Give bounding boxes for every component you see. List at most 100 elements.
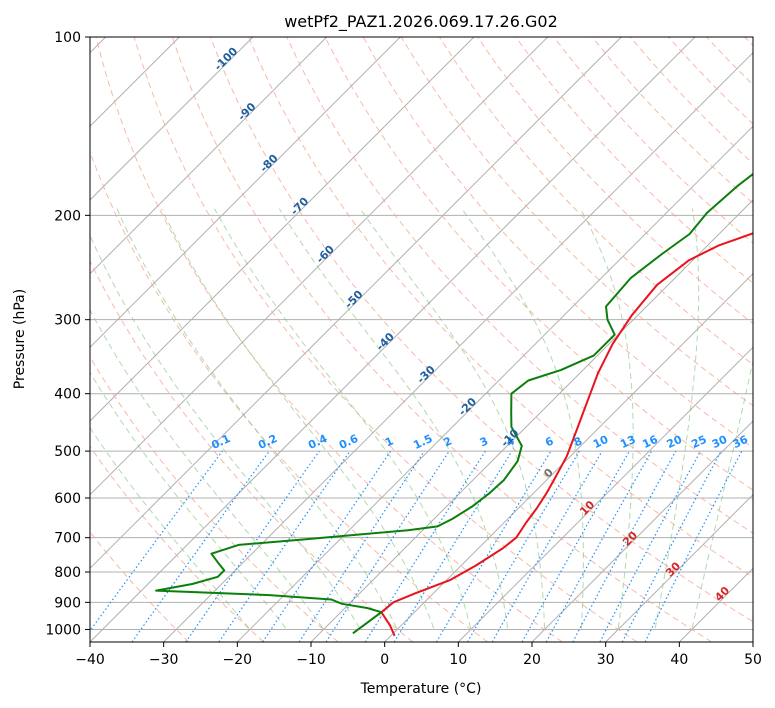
dry-adiabat-label: -90 [235, 100, 258, 123]
x-axis-label: Temperature (°C) [360, 681, 482, 697]
mixing-ratio-line [185, 450, 320, 642]
dry-adiabat [248, 37, 753, 578]
dry-adiabat-label: -50 [342, 288, 365, 311]
mixing-ratio-label: 10 [591, 433, 611, 451]
y-tick-label: 1000 [45, 622, 81, 638]
sounding-profiles [155, 172, 753, 637]
moist-adiabat [691, 358, 753, 629]
mixing-ratio-line [435, 450, 552, 642]
moist-adiabat [116, 208, 398, 629]
mixing-ratio-label: 3 [478, 434, 490, 449]
dry-adiabat [90, 531, 190, 642]
dry-adiabat [515, 37, 753, 284]
plot-frame [89, 36, 754, 643]
x-tick-label: 30 [597, 652, 615, 668]
moist-adiabat [90, 426, 250, 629]
dry-adiabat [324, 37, 753, 491]
mixing-ratio-line [644, 450, 743, 642]
dry-adiabat-label: -80 [257, 152, 280, 175]
x-tick-label: 0 [380, 652, 389, 668]
x-tick-label: 50 [744, 652, 762, 668]
dry-adiabat-label: -100 [212, 44, 241, 73]
y-axis-label: Pressure (hPa) [12, 289, 28, 389]
x-tick-label: −10 [296, 652, 326, 668]
x-tick-label: −30 [149, 652, 179, 668]
mixing-ratio-label: 13 [618, 433, 637, 451]
mixing-ratio-label: 16 [640, 433, 660, 451]
mixing-ratio-line [599, 450, 702, 642]
dry-adiabat-label: -30 [414, 363, 437, 386]
mixing-ratio-line [393, 450, 513, 642]
x-tick-label: −20 [223, 652, 253, 668]
moist-adiabat [214, 208, 472, 629]
dry-adiabat [744, 37, 753, 47]
isotherm [90, 37, 696, 642]
mixing-ratio-label: 1 [383, 434, 395, 449]
skewed-isotherms [90, 37, 753, 642]
y-tick-label: 500 [54, 444, 81, 460]
dry-adiabat [668, 37, 753, 125]
moist-adiabat [90, 308, 324, 629]
mixing-ratio-line [218, 450, 351, 642]
isotherm [752, 641, 753, 642]
mixing-ratio-label: 30 [710, 433, 730, 451]
mixing-ratio-line [521, 450, 631, 642]
x-tick-label: 20 [523, 652, 541, 668]
mixing-ratio-line [298, 450, 425, 642]
mixing-ratio-line [131, 450, 270, 642]
dry-adiabat-label: -40 [374, 330, 397, 353]
temperature-profile-line [380, 232, 753, 637]
moist-adiabat-label: 10 [577, 498, 597, 518]
isotherm [457, 346, 753, 642]
dry-adiabat [133, 37, 638, 642]
dry-adiabat-label: -60 [314, 242, 337, 265]
x-tick-label: 40 [670, 652, 688, 668]
moist-adiabat [90, 371, 287, 629]
isotherm [90, 37, 622, 570]
dry-adiabat [90, 445, 264, 642]
dry-adiabat [210, 37, 753, 623]
moist-adiabat [654, 208, 700, 629]
y-tick-label: 600 [54, 491, 81, 507]
background-line-labels: 0.1 0.2 0.4 0.6 1 1.5 2 3 4 6 8 10 13 16 20 25 30 36-100-… [209, 44, 750, 604]
x-axis-ticks: −40 −30 −20 −10 0 10 20 30 40 50 [75, 642, 762, 668]
x-tick-label: 10 [449, 652, 467, 668]
isotherm [236, 125, 753, 642]
dry-adiabat [90, 150, 488, 642]
dry-adiabat [591, 37, 753, 204]
moist-adiabat-label: 40 [712, 584, 732, 604]
isotherm [605, 493, 753, 642]
y-tick-label: 200 [54, 208, 81, 224]
mixing-ratio-label: 0.2 [256, 432, 279, 452]
isotherm [90, 37, 328, 275]
isotherm [531, 420, 753, 642]
mixing-ratio-label: 25 [689, 433, 708, 451]
mixing-ratio-line [262, 450, 392, 642]
moist-adiabat [461, 208, 584, 629]
plot-area: 0.1 0.2 0.4 0.6 1 1.5 2 3 4 6 8 10 13 16 20 25 30 36-100-… [90, 37, 753, 642]
y-tick-label: 900 [54, 595, 81, 611]
isotherm [384, 272, 753, 642]
mixing-ratio-label: 6 [543, 434, 556, 449]
isotherm [90, 37, 401, 349]
dry-adiabat [90, 356, 339, 642]
isotherm [90, 37, 254, 201]
mixing-ratio-lines [90, 450, 743, 642]
mixing-ratio-label: 36 [731, 433, 751, 451]
moist-adiabat [359, 208, 545, 629]
moist-adiabat [90, 234, 361, 629]
dry-adiabat-label: -10 [498, 426, 521, 449]
dry-adiabat [553, 37, 753, 244]
y-tick-label: 100 [54, 30, 81, 46]
x-tick-label: −40 [75, 652, 105, 668]
isotherm [90, 37, 549, 496]
y-axis-ticks: 100 200 300 400 500 600 700 800 900 1000 [45, 30, 90, 638]
moist-adiabat-label: 30 [663, 559, 683, 579]
dry-adiabat [286, 37, 753, 534]
chart-title: wetPf2_PAZ1.2026.069.17.26.G02 [284, 12, 558, 32]
dry-adiabat [477, 37, 753, 325]
dewpoint-profile-line [155, 172, 753, 635]
y-tick-label: 400 [54, 387, 81, 403]
mixing-ratio-label: 20 [665, 433, 685, 451]
